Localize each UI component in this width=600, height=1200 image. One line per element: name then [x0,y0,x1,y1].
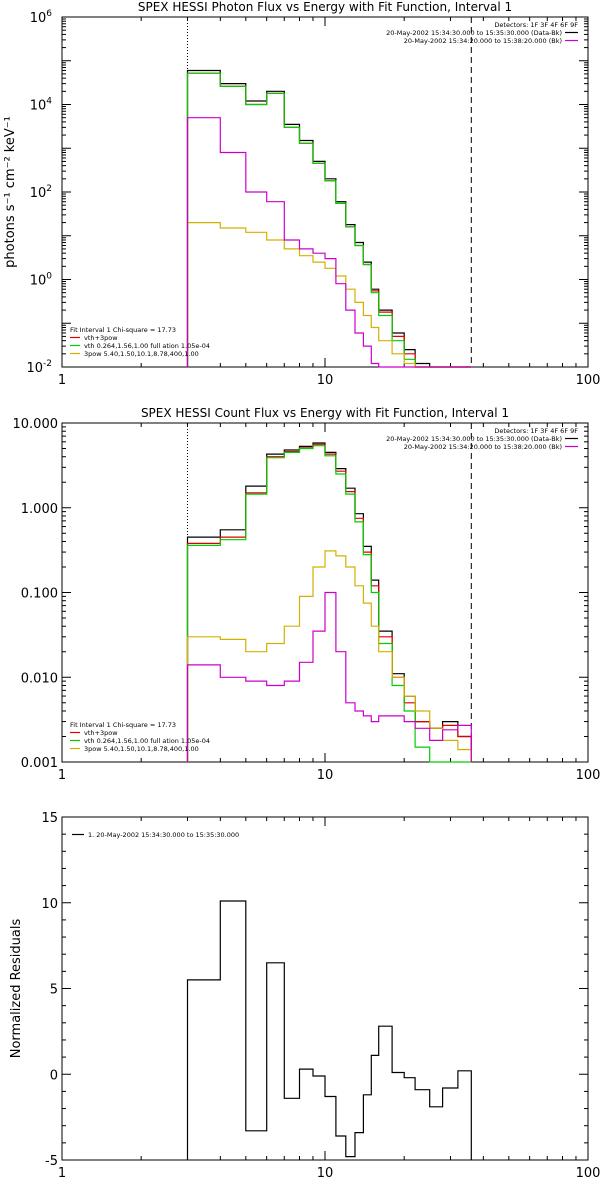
series-line-4 [186,222,472,368]
fit-legend-entry: vth 0.264,1.56,1.00 full ation 1.05e-04 [84,342,210,350]
x-tick-label: 1 [58,373,66,388]
y-tick-label: 15 [41,811,58,826]
series-line-1 [186,69,472,368]
fit-legend-header: Fit Interval 1 Chi-square = 17.73 [70,721,176,729]
y-tick-label: 10-2 [26,359,52,376]
series-line-2 [186,443,472,762]
legend-entry: 20-May-2002 15:34:30.000 to 15:35:30.000… [386,435,562,443]
x-tick-label: 10 [317,1166,334,1181]
y-tick-label: 100 [30,272,53,289]
x-tick-label: 100 [576,1166,600,1181]
y-tick-label: 1.000 [21,502,58,517]
y-tick-label: 10.000 [13,417,59,432]
y-axis-label: Normalized Residuals [9,919,24,1059]
y-tick-label: 10 [41,897,58,912]
series-line-4 [186,550,472,762]
legend-entry: 20-May-2002 15:34:30.000 to 15:35:30.000… [386,29,562,37]
x-tick-label: 10 [317,768,334,783]
y-tick-label: 0 [50,1068,58,1083]
fit-legend-entry: 3pow 5.40,1.50,10.1,8.78,400,1.00 [84,350,199,358]
legend-entry: 20-May-2002 15:34:20.000 to 15:38:20.000… [404,443,562,451]
series-line-3 [186,445,472,763]
series-line-2 [186,72,472,368]
chart-title: SPEX HESSI Count Flux vs Energy with Fit… [141,406,509,420]
series-line-5 [186,117,472,368]
y-tick-label: 102 [30,184,52,201]
fit-legend-header: Fit Interval 1 Chi-square = 17.73 [70,326,176,334]
y-tick-label: 0.001 [21,756,58,771]
legend-entry: 1. 20-May-2002 15:34:30.000 to 15:35:30.… [88,831,239,839]
y-tick-label: 106 [30,9,53,26]
series-line-1 [186,442,472,762]
chart-2: SPEX HESSI Count Flux vs Energy with Fit… [13,406,600,783]
y-tick-label: 5 [50,983,58,998]
fit-legend-entry: vth+3pow [84,334,118,342]
y-tick-label: 0.010 [21,671,58,686]
y-axis-label: photons s⁻¹ cm⁻² keV⁻¹ [3,116,18,268]
chart-title: SPEX HESSI Photon Flux vs Energy with Fi… [138,0,512,14]
y-tick-label: 0.100 [21,587,58,602]
y-tick-label: 104 [30,97,53,114]
x-tick-label: 1 [58,1166,66,1181]
fit-legend-entry: 3pow 5.40,1.50,10.1,8.78,400,1.00 [84,745,199,753]
series-line-5 [186,591,472,762]
legend-header: Detectors: 1F 3F 4F 6F 9F [494,427,578,435]
chart-1: SPEX HESSI Photon Flux vs Energy with Fi… [3,0,600,388]
chart-3: 1 10 100 15 10 5 0 -5 Normalized Residuals 1. 20-… [9,811,600,1181]
fit-legend-entry: vth+3pow [84,729,118,737]
plot-frame [61,16,589,368]
y-tick-label: -5 [45,1154,58,1169]
x-tick-label: 1 [58,768,66,783]
x-tick-label: 100 [576,373,600,388]
series-line-1 [186,900,472,1160]
fit-legend-entry: vth 0.264,1.56,1.00 full ation 1.05e-04 [84,737,210,745]
series-line-3 [186,72,472,368]
legend-header: Detectors: 1F 3F 4F 6F 9F [494,21,578,29]
x-tick-label: 10 [317,373,334,388]
x-tick-label: 100 [576,768,600,783]
plot-frame [61,816,589,1161]
legend-entry: 20-May-2002 15:34:20.000 to 15:38:20.000… [404,37,562,45]
